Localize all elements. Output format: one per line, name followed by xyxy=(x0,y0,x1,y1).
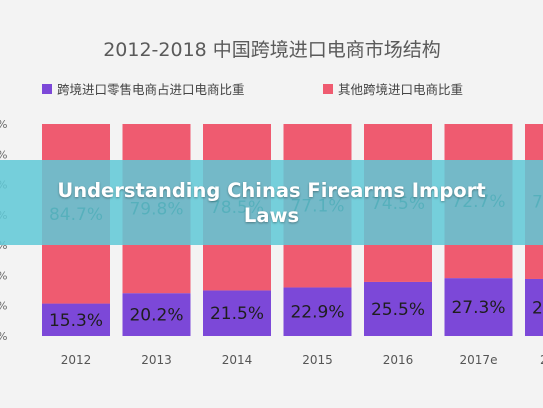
data-label-retail: 25.5% xyxy=(371,300,425,320)
bar-retail-2012 xyxy=(42,303,110,336)
bar-retail-2014 xyxy=(203,290,271,336)
bar-retail-2018e xyxy=(525,278,543,336)
chart-title: 2012-2018 中国跨境进口电商市场结构 xyxy=(103,39,441,61)
y-tick-label: % xyxy=(0,330,7,343)
y-tick-label: % xyxy=(0,239,7,252)
x-tick-label: 2012 xyxy=(61,353,92,367)
data-label-retail: 21.5% xyxy=(210,304,264,324)
banner-text: Understanding Chinas Firearms Import Law… xyxy=(57,178,486,227)
x-tick-label: 2017e xyxy=(460,353,498,367)
x-tick-label: 2014 xyxy=(222,353,253,367)
x-tick-label: 2016 xyxy=(383,353,414,367)
bar-retail-2015 xyxy=(283,287,352,336)
data-label-retail: 26.9% xyxy=(532,298,543,318)
x-axis-ticks: 2012 2013 2014 2015 2016 2017e 2018e xyxy=(61,353,543,367)
data-label-retail: 15.3% xyxy=(49,311,103,331)
x-tick-label: 2018e xyxy=(540,353,543,367)
legend-label-other: 其他跨境进口电商比重 xyxy=(338,82,463,97)
y-tick-label: % xyxy=(0,118,7,131)
y-tick-label: % xyxy=(0,148,7,161)
x-tick-label: 2015 xyxy=(302,353,333,367)
legend-swatch-other xyxy=(323,84,333,94)
data-label-retail: 22.9% xyxy=(290,303,344,323)
title-banner: Understanding Chinas Firearms Import Law… xyxy=(0,160,543,245)
y-tick-label: % xyxy=(0,269,7,282)
y-tick-label: % xyxy=(0,300,7,313)
data-label-retail: 27.3% xyxy=(451,298,505,318)
legend-swatch-retail xyxy=(42,84,52,94)
bar-retail-2016 xyxy=(364,281,432,336)
bar-retail-2013 xyxy=(122,293,191,336)
data-label-retail: 20.2% xyxy=(129,306,183,326)
legend-label-retail: 跨境进口零售电商占进口电商比重 xyxy=(57,82,245,97)
x-tick-label: 2013 xyxy=(141,353,172,367)
legend: 跨境进口零售电商占进口电商比重 其他跨境进口电商比重 xyxy=(42,82,463,97)
bar-retail-2017e xyxy=(444,278,513,336)
